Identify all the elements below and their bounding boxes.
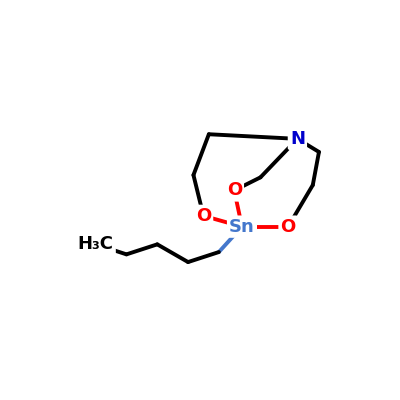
Text: Sn: Sn <box>229 218 255 236</box>
Text: O: O <box>227 182 242 200</box>
Text: O: O <box>196 207 211 225</box>
Text: O: O <box>280 218 296 236</box>
Text: H₃C: H₃C <box>78 235 114 253</box>
Text: N: N <box>290 130 305 148</box>
